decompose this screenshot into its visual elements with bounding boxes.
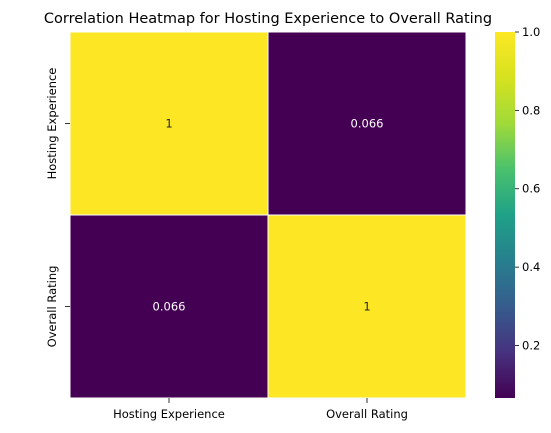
colorbar-ticks: 0.2 0.4 0.6 0.8 1.0	[515, 25, 540, 352]
x-tick-label-hosting-experience: Hosting Experience	[113, 407, 225, 421]
colorbar-tick-label-1: 0.4	[522, 260, 540, 274]
heatmap-cell-0-1	[267, 31, 467, 216]
chart-title: Correlation Heatmap for Hosting Experien…	[44, 11, 492, 27]
cell-annotation-1-1: 1	[363, 300, 370, 314]
cell-annotation-0-1: 0.066	[351, 117, 384, 131]
x-tick-label-overall-rating: Overall Rating	[326, 407, 408, 421]
heatmap-annotations: 1 0.066 0.066 1	[153, 117, 384, 314]
cell-annotation-0-0: 1	[165, 117, 172, 131]
y-tick-label-overall-rating: Overall Rating	[45, 266, 59, 348]
cell-annotation-1-0: 0.066	[153, 300, 186, 314]
y-tick-label-hosting-experience: Hosting Experience	[45, 68, 59, 180]
y-axis: Hosting Experience Overall Rating	[45, 68, 70, 348]
heatmap-cells	[69, 31, 467, 399]
colorbar-tick-label-4: 1.0	[522, 25, 540, 39]
colorbar-tick-label-3: 0.8	[522, 103, 540, 117]
x-axis: Hosting Experience Overall Rating	[113, 398, 408, 421]
heatmap-cell-0-0	[69, 31, 269, 216]
heatmap-cell-1-0	[69, 214, 269, 399]
colorbar: 0.2 0.4 0.6 0.8 1.0	[495, 25, 540, 398]
colorbar-tick-label-0: 0.2	[522, 338, 540, 352]
heatmap-cell-1-1	[267, 214, 467, 399]
colorbar-tick-label-2: 0.6	[522, 182, 540, 196]
colorbar-gradient	[495, 32, 515, 398]
